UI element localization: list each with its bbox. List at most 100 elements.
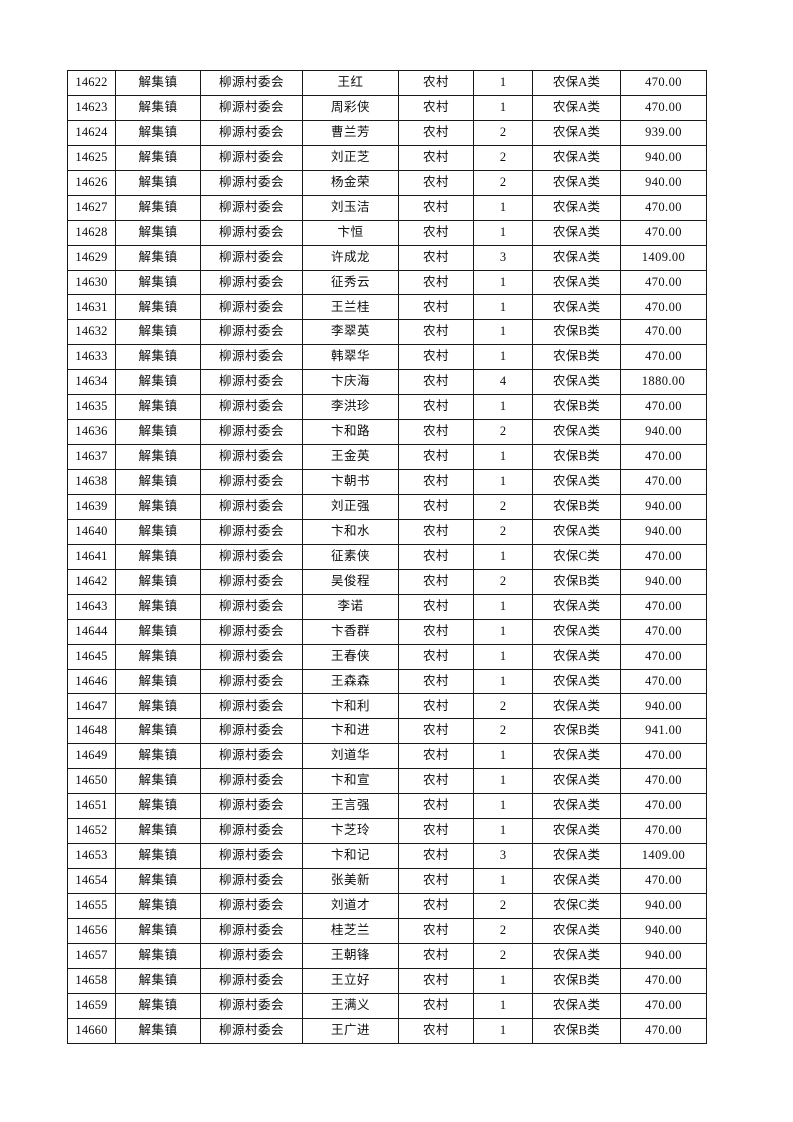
cell-category: 农保A类: [532, 119, 621, 146]
cell-type: 农村: [398, 818, 474, 845]
cell-village: 柳源村委会: [200, 319, 303, 346]
cell-category: 农保A类: [532, 942, 621, 969]
cell-type: 农村: [398, 843, 474, 869]
table-row: 14643 解集镇 柳源村委会 李诺 农村 1 农保A类 470.00: [67, 593, 707, 620]
cell-town: 解集镇: [115, 992, 201, 1019]
table-row: 14636 解集镇 柳源村委会 卞和路 农村 2 农保A类 940.00: [67, 419, 707, 446]
cell-name: 周彩侠: [302, 94, 399, 121]
cell-category: 农保A类: [532, 818, 621, 845]
cell-category: 农保A类: [532, 94, 621, 121]
cell-amount: 470.00: [620, 618, 707, 645]
cell-category: 农保A类: [532, 294, 621, 321]
cell-amount: 470.00: [620, 1017, 707, 1044]
cell-category: 农保A类: [532, 868, 621, 894]
cell-town: 解集镇: [115, 518, 201, 545]
cell-seq: 14628: [67, 219, 116, 246]
cell-village: 柳源村委会: [200, 419, 303, 446]
cell-type: 农村: [398, 194, 474, 221]
cell-category: 农保A类: [532, 743, 621, 770]
cell-category: 农保A类: [532, 992, 621, 1019]
cell-seq: 14657: [67, 942, 116, 969]
subsidy-table-body: 14622 解集镇 柳源村委会 王红 农村 1 农保A类 470.00 14623 解集镇 柳源村委…: [67, 70, 707, 1044]
table-row: 14628 解集镇 柳源村委会 卞恒 农村 1 农保A类 470.00: [67, 219, 707, 246]
cell-type: 农村: [398, 917, 474, 944]
cell-count: 1: [473, 668, 533, 695]
cell-type: 农村: [398, 394, 474, 421]
cell-village: 柳源村委会: [200, 269, 303, 296]
cell-seq: 14635: [67, 394, 116, 421]
cell-type: 农村: [398, 518, 474, 545]
cell-name: 王森森: [302, 668, 399, 695]
table-row: 14647 解集镇 柳源村委会 卞和利 农村 2 农保A类 940.00: [67, 693, 707, 720]
cell-village: 柳源村委会: [200, 394, 303, 421]
cell-category: 农保B类: [532, 394, 621, 421]
cell-town: 解集镇: [115, 967, 201, 994]
cell-seq: 14653: [67, 843, 116, 869]
table-row: 14642 解集镇 柳源村委会 吴俊程 农村 2 农保B类 940.00: [67, 568, 707, 595]
cell-town: 解集镇: [115, 294, 201, 321]
cell-village: 柳源村委会: [200, 793, 303, 820]
cell-name: 卞和宣: [302, 768, 399, 795]
cell-town: 解集镇: [115, 244, 201, 271]
cell-amount: 470.00: [620, 543, 707, 570]
cell-count: 1: [473, 1017, 533, 1044]
cell-type: 农村: [398, 568, 474, 595]
cell-category: 农保B类: [532, 493, 621, 520]
cell-name: 卞和进: [302, 718, 399, 745]
cell-category: 农保A类: [532, 693, 621, 720]
cell-name: 卞香群: [302, 618, 399, 645]
cell-seq: 14637: [67, 444, 116, 470]
table-row: 14655 解集镇 柳源村委会 刘道才 农村 2 农保C类 940.00: [67, 892, 707, 919]
cell-category: 农保A类: [532, 369, 621, 396]
cell-seq: 14655: [67, 892, 116, 919]
cell-town: 解集镇: [115, 917, 201, 944]
table-row: 14625 解集镇 柳源村委会 刘正芝 农村 2 农保A类 940.00: [67, 144, 707, 171]
cell-count: 2: [473, 718, 533, 745]
cell-category: 农保B类: [532, 344, 621, 371]
table-row: 14622 解集镇 柳源村委会 王红 农村 1 农保A类 470.00: [67, 70, 707, 96]
cell-seq: 14645: [67, 643, 116, 670]
cell-type: 农村: [398, 718, 474, 745]
cell-amount: 470.00: [620, 219, 707, 246]
cell-amount: 1409.00: [620, 843, 707, 869]
cell-amount: 470.00: [620, 319, 707, 346]
cell-seq: 14627: [67, 194, 116, 221]
cell-town: 解集镇: [115, 94, 201, 121]
cell-amount: 1880.00: [620, 369, 707, 396]
cell-amount: 470.00: [620, 344, 707, 371]
cell-category: 农保A类: [532, 269, 621, 296]
table-row: 14657 解集镇 柳源村委会 王朝锋 农村 2 农保A类 940.00: [67, 942, 707, 969]
cell-village: 柳源村委会: [200, 743, 303, 770]
cell-count: 2: [473, 493, 533, 520]
cell-name: 卞和路: [302, 419, 399, 446]
cell-village: 柳源村委会: [200, 444, 303, 470]
cell-name: 吴俊程: [302, 568, 399, 595]
cell-town: 解集镇: [115, 119, 201, 146]
cell-name: 王广进: [302, 1017, 399, 1044]
cell-count: 1: [473, 319, 533, 346]
table-row: 14639 解集镇 柳源村委会 刘正强 农村 2 农保B类 940.00: [67, 493, 707, 520]
cell-type: 农村: [398, 1017, 474, 1044]
cell-amount: 940.00: [620, 568, 707, 595]
cell-village: 柳源村委会: [200, 868, 303, 894]
cell-count: 1: [473, 768, 533, 795]
cell-type: 农村: [398, 244, 474, 271]
cell-count: 1: [473, 194, 533, 221]
cell-seq: 14648: [67, 718, 116, 745]
cell-town: 解集镇: [115, 892, 201, 919]
cell-amount: 470.00: [620, 967, 707, 994]
table-row: 14633 解集镇 柳源村委会 韩翠华 农村 1 农保B类 470.00: [67, 344, 707, 371]
cell-name: 卞和水: [302, 518, 399, 545]
cell-village: 柳源村委会: [200, 768, 303, 795]
cell-count: 2: [473, 119, 533, 146]
cell-town: 解集镇: [115, 169, 201, 196]
cell-amount: 470.00: [620, 818, 707, 845]
cell-type: 农村: [398, 942, 474, 969]
table-row: 14626 解集镇 柳源村委会 杨金荣 农村 2 农保A类 940.00: [67, 169, 707, 196]
subsidy-table-container: 14622 解集镇 柳源村委会 王红 农村 1 农保A类 470.00 14623 解集镇 柳源村委…: [67, 70, 707, 1044]
cell-amount: 470.00: [620, 444, 707, 470]
subsidy-table: 14622 解集镇 柳源村委会 王红 农村 1 农保A类 470.00 14623 解集镇 柳源村委…: [67, 70, 707, 1044]
cell-category: 农保A类: [532, 144, 621, 171]
table-row: 14631 解集镇 柳源村委会 王兰桂 农村 1 农保A类 470.00: [67, 294, 707, 321]
cell-count: 2: [473, 144, 533, 171]
